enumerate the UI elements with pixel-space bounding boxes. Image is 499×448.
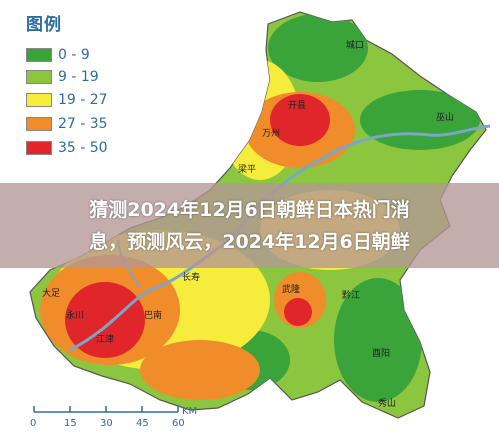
place-banan: 巴南	[144, 309, 162, 321]
place-wanzhou: 万州	[262, 128, 280, 139]
zone-low-north	[268, 14, 368, 82]
place-youyang: 酉阳	[372, 348, 390, 359]
legend: 图例 0 - 9 9 - 19 19 - 27 27 - 35 35 - 50	[22, 10, 142, 156]
place-qianjiang: 黔江	[342, 289, 360, 301]
zone-top-1	[270, 94, 330, 146]
place-kaixian: 开县	[288, 100, 306, 111]
zone-low-southeast	[334, 278, 422, 402]
legend-swatch	[26, 141, 52, 155]
banner-line-1: 猜测2024年12月6日朝鲜日本热门消	[89, 198, 410, 221]
zone-low-east	[360, 90, 480, 150]
legend-item-1: 9 - 19	[26, 68, 99, 86]
place-changshou: 长寿	[182, 271, 200, 283]
legend-swatch	[26, 48, 52, 62]
legend-label: 0 - 9	[58, 47, 90, 63]
place-jiangjin: 江津	[96, 334, 114, 345]
legend-item-4: 35 - 50	[26, 139, 108, 157]
scale-tick-60: 60	[172, 418, 185, 429]
scale-tick-0: 0	[30, 418, 36, 429]
scale-bar: 0 15 30 45 60 KM	[30, 406, 197, 429]
legend-label: 9 - 19	[58, 69, 99, 85]
zone-top-2	[65, 282, 145, 358]
scale-unit: KM	[182, 406, 197, 417]
scale-tick-45: 45	[136, 418, 149, 429]
place-liangping: 梁平	[238, 163, 256, 175]
scale-tick-15: 15	[64, 418, 77, 429]
legend-swatch	[26, 93, 52, 107]
place-dazu: 大足	[42, 287, 60, 299]
legend-item-2: 19 - 27	[26, 91, 108, 109]
zone-high-3	[140, 340, 260, 400]
legend-swatch	[26, 117, 52, 131]
legend-item-3: 27 - 35	[26, 115, 108, 133]
zone-top-3	[284, 298, 312, 326]
place-xiushan: 秀山	[378, 397, 396, 409]
title-banner: 猜测2024年12月6日朝鲜日本热门消 息，预测风云，2024年12月6日朝鲜	[0, 183, 499, 268]
legend-label: 27 - 35	[58, 116, 108, 132]
banner-line-2: 息，预测风云，2024年12月6日朝鲜	[89, 230, 410, 253]
place-wushan: 巫山	[436, 112, 454, 123]
place-yongchuan: 永川	[66, 309, 84, 321]
place-wulong: 武隆	[282, 283, 300, 295]
scale-tick-30: 30	[100, 418, 113, 429]
place-chengkou: 城口	[346, 40, 364, 51]
legend-swatch	[26, 70, 52, 84]
legend-item-0: 0 - 9	[26, 46, 90, 64]
legend-title: 图例	[26, 15, 62, 35]
legend-label: 19 - 27	[58, 92, 108, 108]
legend-label: 35 - 50	[58, 140, 108, 156]
